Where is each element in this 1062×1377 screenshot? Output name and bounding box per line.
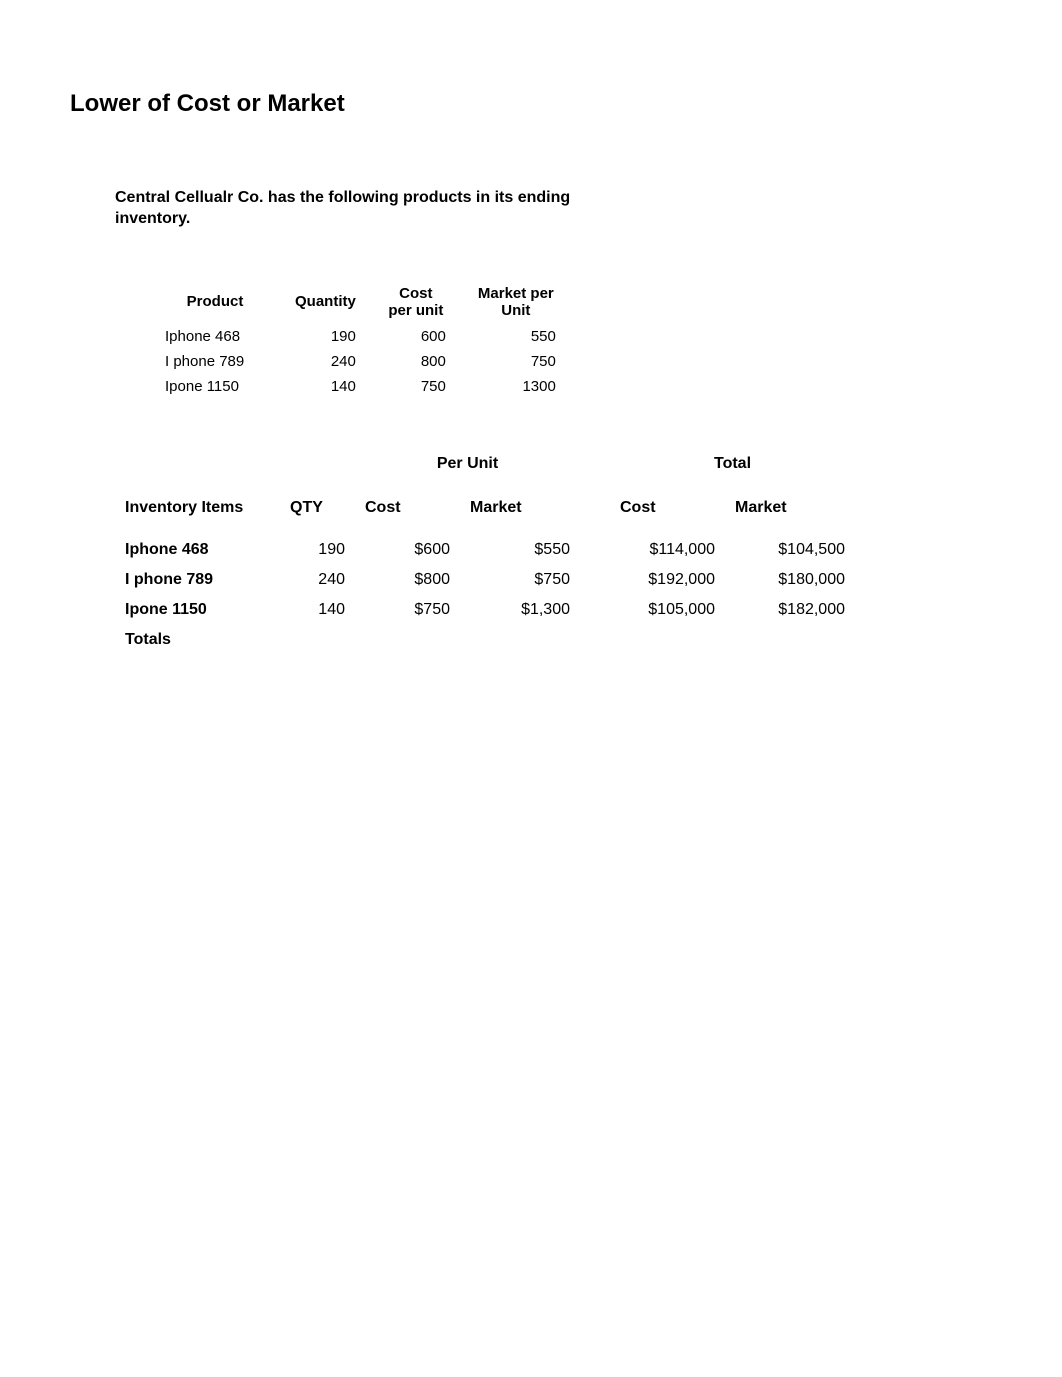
col-market-header: Market per Unit [461, 280, 571, 324]
total-market-cell: $182,000 [725, 595, 855, 625]
market-cell: $550 [460, 535, 580, 565]
cost-cell: 750 [371, 374, 461, 399]
qty-cell: 140 [280, 595, 355, 625]
table-row: I phone 789 240 $800 $750 $192,000 $180,… [115, 565, 855, 595]
market-cell: 1300 [461, 374, 571, 399]
intro-text: Central Cellualr Co. has the following p… [115, 188, 585, 230]
cost-cell: 600 [371, 324, 461, 349]
market-cell: $750 [460, 565, 580, 595]
product-cell: Ipone 1150 [150, 374, 280, 399]
col-product-header: Product [150, 280, 280, 324]
inventory-analysis-table-container: Per Unit Total Inventory Items QTY Cost … [115, 449, 992, 655]
cost-cell: $750 [355, 595, 460, 625]
item-cell: I phone 789 [115, 565, 280, 595]
qty-cell: 190 [280, 535, 355, 565]
column-headers-row: Inventory Items QTY Cost Market Cost Mar… [115, 493, 855, 535]
table-row: Ipone 1150 140 $750 $1,300 $105,000 $182… [115, 595, 855, 625]
col-cost-header: Cost per unit [371, 280, 461, 324]
quantity-cell: 240 [280, 349, 371, 374]
total-group-header: Total [610, 449, 855, 493]
product-cell: I phone 789 [150, 349, 280, 374]
total-market-cell: $180,000 [725, 565, 855, 595]
inventory-analysis-table: Per Unit Total Inventory Items QTY Cost … [115, 449, 855, 655]
cost-cell: 800 [371, 349, 461, 374]
item-cell: Ipone 1150 [115, 595, 280, 625]
table-row: Iphone 468 190 600 550 [150, 324, 571, 349]
col-quantity-header: Quantity [280, 280, 371, 324]
table-header-row: Product Quantity Cost per unit Market pe… [150, 280, 571, 324]
cost-header: Cost [355, 493, 460, 535]
items-header: Inventory Items [115, 493, 280, 535]
qty-cell: 240 [280, 565, 355, 595]
item-cell: Iphone 468 [115, 535, 280, 565]
cost-cell: $800 [355, 565, 460, 595]
page-title: Lower of Cost or Market [70, 90, 992, 118]
total-cost-cell: $105,000 [610, 595, 725, 625]
total-market-cell: $104,500 [725, 535, 855, 565]
cost-cell: $600 [355, 535, 460, 565]
quantity-cell: 190 [280, 324, 371, 349]
market-cell: $1,300 [460, 595, 580, 625]
table-row: Ipone 1150 140 750 1300 [150, 374, 571, 399]
table-row: Iphone 468 190 $600 $550 $114,000 $104,5… [115, 535, 855, 565]
products-table: Product Quantity Cost per unit Market pe… [150, 280, 571, 399]
market-cell: 750 [461, 349, 571, 374]
market-cell: 550 [461, 324, 571, 349]
total-cost-cell: $192,000 [610, 565, 725, 595]
group-header-row: Per Unit Total [115, 449, 855, 493]
totals-label: Totals [115, 625, 280, 655]
total-cost-header: Cost [610, 493, 725, 535]
totals-row: Totals [115, 625, 855, 655]
market-header: Market [460, 493, 580, 535]
per-unit-group-header: Per Unit [355, 449, 580, 493]
table-row: I phone 789 240 800 750 [150, 349, 571, 374]
quantity-cell: 140 [280, 374, 371, 399]
total-market-header: Market [725, 493, 855, 535]
total-cost-cell: $114,000 [610, 535, 725, 565]
qty-header: QTY [280, 493, 355, 535]
product-cell: Iphone 468 [150, 324, 280, 349]
